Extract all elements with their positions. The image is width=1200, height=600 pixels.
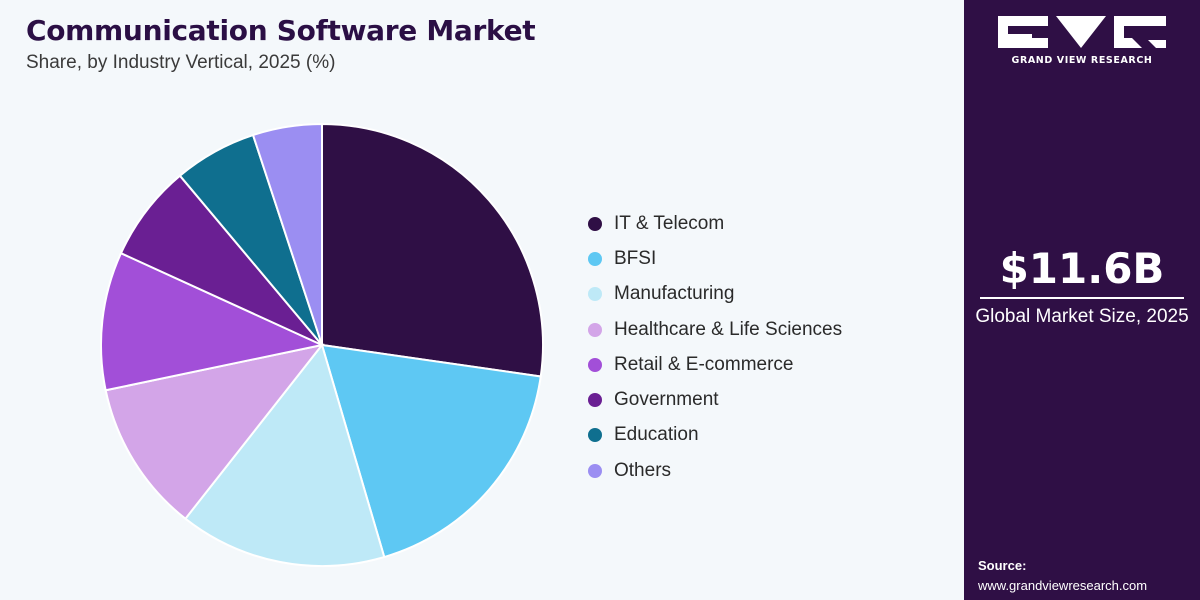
sidebar-panel: GRAND VIEW RESEARCH $11.6B Global Market… (964, 0, 1200, 600)
source-url: www.grandviewresearch.com (978, 578, 1148, 593)
legend-label: Education (614, 424, 699, 446)
legend-swatch (588, 357, 602, 372)
market-size-value: $11.6B (999, 244, 1165, 293)
legend-item-healthcare-life-sciences: Healthcare & Life Sciences (588, 312, 842, 347)
pie-slice-it-telecom (321, 122, 544, 378)
chart-panel: Communication Software Market Share, by … (26, 14, 843, 567)
legend-label: Others (614, 459, 672, 481)
legend-swatch (588, 322, 602, 337)
brand-name: GRAND VIEW RESEARCH (1011, 55, 1153, 66)
pie-slice-bfsi (320, 343, 542, 559)
legend-swatch (588, 393, 602, 408)
chart-title: Communication Software Market (26, 14, 536, 47)
legend-label: Healthcare & Life Sciences (614, 318, 843, 340)
legend-label: BFSI (614, 247, 657, 269)
source-label: Source: (978, 558, 1027, 573)
legend-item-retail-e-commerce: Retail & E-commerce (588, 347, 842, 382)
legend-label: Government (614, 389, 719, 411)
legend-label: IT & Telecom (614, 212, 725, 234)
gvr-logo-icon (998, 16, 1166, 48)
chart-subtitle: Share, by Industry Vertical, 2025 (%) (26, 52, 336, 73)
legend-swatch (588, 251, 602, 266)
legend-label: Manufacturing (614, 283, 735, 305)
chart-legend: IT & Telecom BFSI Manufacturing Healthcare … (588, 206, 842, 488)
market-size-label: Global Market Size, 2025 (975, 306, 1189, 327)
legend-swatch (588, 216, 602, 231)
legend-item-bfsi: BFSI (588, 241, 842, 276)
pie-slice-manufacturing (183, 342, 386, 567)
legend-item-it-telecom: IT & Telecom (588, 206, 842, 241)
pie-slice-healthcare-life-sciences (104, 343, 325, 521)
legend-label: Retail & E-commerce (614, 353, 794, 375)
pie-slice-retail-e-commerce (99, 251, 326, 392)
legend-swatch (588, 287, 602, 302)
pie-chart (99, 122, 544, 567)
legend-item-education: Education (588, 418, 842, 453)
kpi-divider (980, 297, 1184, 299)
legend-item-manufacturing: Manufacturing (588, 277, 842, 312)
legend-item-others: Others (588, 453, 842, 488)
pie-slice-others (251, 122, 323, 346)
legend-swatch (588, 463, 602, 478)
legend-swatch (588, 428, 602, 443)
legend-item-government: Government (588, 382, 842, 417)
